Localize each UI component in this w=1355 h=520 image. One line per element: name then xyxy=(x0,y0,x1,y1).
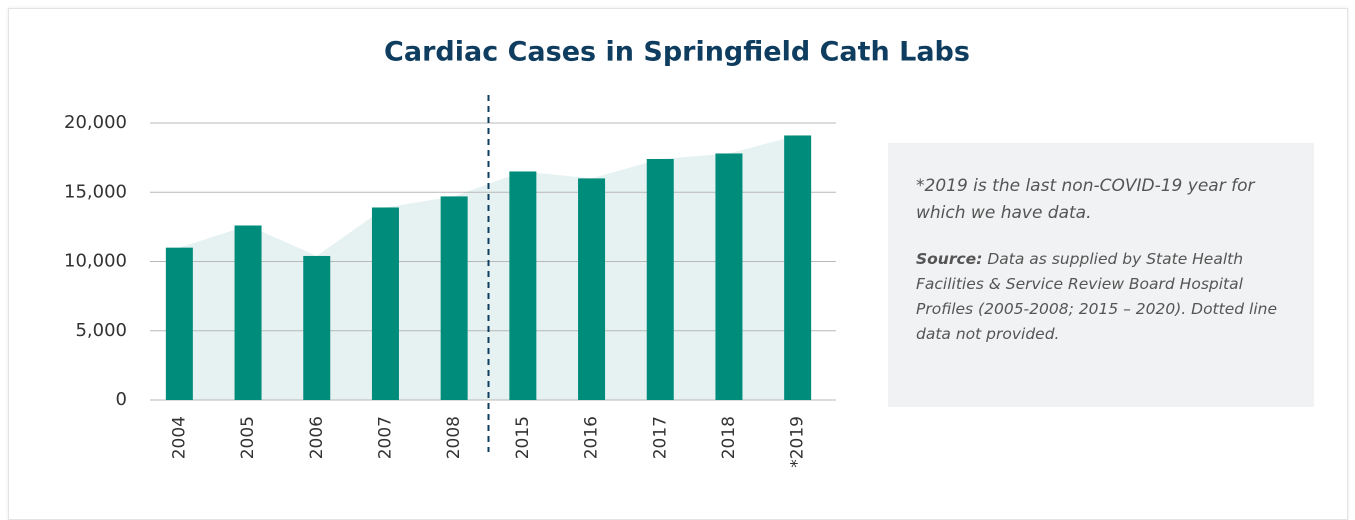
bar xyxy=(165,247,193,400)
chart: Cardiac Cases in Springfield Cath Labs 0… xyxy=(64,37,970,468)
x-tick-label: 2015 xyxy=(513,416,533,459)
bar xyxy=(715,153,743,400)
bar xyxy=(646,159,674,400)
source-text: Data as supplied by State Health Facilit… xyxy=(916,250,1277,343)
bar xyxy=(440,196,468,400)
x-tick-label: 2004 xyxy=(169,416,189,459)
page: Cardiac Cases in Springfield Cath Labs 0… xyxy=(8,8,1348,520)
y-tick-label: 15,000 xyxy=(64,181,127,202)
source: Source: Data as supplied by State Health… xyxy=(916,247,1288,347)
x-tick-label: 2006 xyxy=(307,416,327,459)
y-tick-label: 5,000 xyxy=(75,320,127,341)
x-tick-label: 2016 xyxy=(582,416,602,459)
bar xyxy=(371,207,399,400)
x-tick-label: 2008 xyxy=(444,416,464,459)
x-tick-label: 2017 xyxy=(650,416,670,459)
y-tick-label: 20,000 xyxy=(64,112,127,133)
bar xyxy=(303,255,331,400)
x-tick-label: 2007 xyxy=(375,416,395,459)
note: *2019 is the last non-COVID-19 year for … xyxy=(916,176,1255,223)
note-box: *2019 is the last non-COVID-19 year for … xyxy=(888,143,1314,407)
y-tick-label: 10,000 xyxy=(64,251,127,272)
bar xyxy=(509,171,537,400)
bar xyxy=(234,225,262,400)
chart-title: Cardiac Cases in Springfield Cath Labs xyxy=(384,37,970,68)
x-tick-label: 2018 xyxy=(719,416,739,459)
y-tick-label: 0 xyxy=(116,389,127,410)
bar xyxy=(784,135,812,400)
bar xyxy=(578,178,606,400)
x-tick-label: *2019 xyxy=(788,416,808,468)
x-tick-label: 2005 xyxy=(238,416,258,459)
area xyxy=(179,135,798,400)
source-label: Source: xyxy=(916,250,983,268)
